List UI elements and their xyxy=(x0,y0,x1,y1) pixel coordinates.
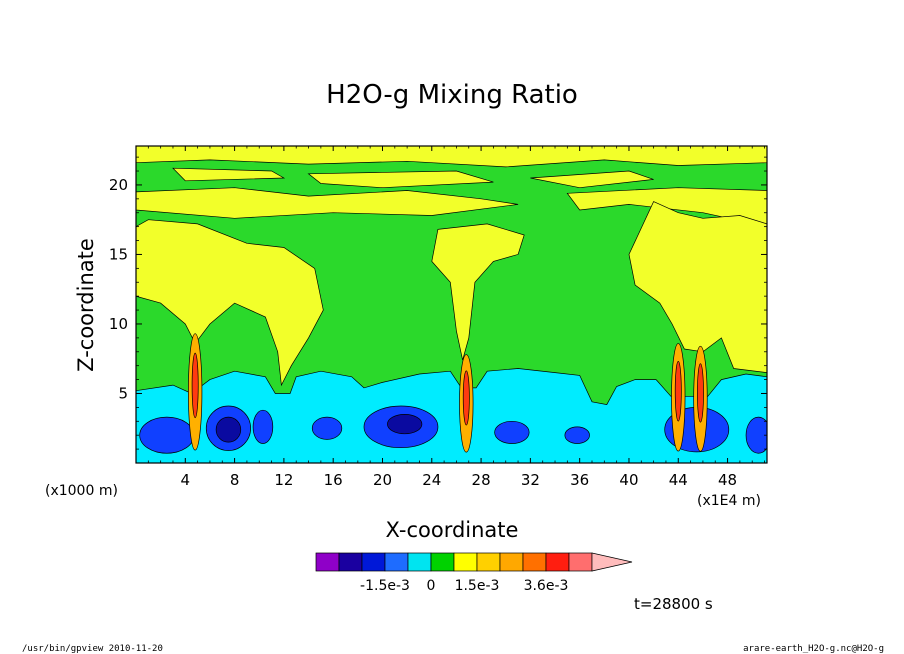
contour-boundary-layer xyxy=(136,368,767,463)
contour-band-top xyxy=(136,146,767,168)
x-tick-label-4: 4 xyxy=(181,471,191,489)
contour-tower-core-3 xyxy=(674,361,682,422)
x-tick-label-24: 24 xyxy=(422,471,441,489)
contour-plume-center xyxy=(431,223,525,361)
y-tick-label-15: 15 xyxy=(109,245,128,263)
contour-field xyxy=(136,146,767,463)
y-tick-label-5: 5 xyxy=(118,384,128,402)
footer-right: arare-earth_H2O-g.nc@H2O-g xyxy=(743,644,884,654)
x-tick-label-20: 20 xyxy=(373,471,392,489)
contour-pocket-6 xyxy=(494,420,530,444)
chart-title: H2O-g Mixing Ratio xyxy=(326,80,578,110)
x-tick-label-32: 32 xyxy=(521,471,540,489)
colorbar-swatch-3 xyxy=(361,552,386,572)
time-label: t=28800 s xyxy=(634,595,713,613)
contour-pocket-3 xyxy=(252,409,274,444)
colorbar-swatch-10 xyxy=(522,552,547,572)
x-tick-label-40: 40 xyxy=(619,471,638,489)
contour-band-upper-mid xyxy=(307,170,494,189)
colorbar-swatch-11 xyxy=(545,552,570,572)
colorbar-swatch-4 xyxy=(384,552,409,572)
x-tick-label-28: 28 xyxy=(472,471,491,489)
contour-plume-left xyxy=(136,219,324,387)
footer-left: /usr/bin/gpview 2010-11-20 xyxy=(22,644,163,654)
colorbar-label-3: 1.5e-3 xyxy=(455,578,500,594)
y-tick-label-10: 10 xyxy=(109,315,128,333)
contour-layer-mid-left xyxy=(136,187,519,219)
contour-pocket-4 xyxy=(311,416,343,440)
colorbar-swatch-7 xyxy=(453,552,478,572)
x-tick-label-48: 48 xyxy=(718,471,737,489)
contour-band-upper-left xyxy=(172,167,286,182)
colorbar-swatch-1 xyxy=(315,552,340,572)
colorbar-arrow xyxy=(591,552,633,572)
plot-frame xyxy=(135,145,768,464)
colorbar-label-4: 3.6e-3 xyxy=(524,578,569,594)
contour-core-2 xyxy=(215,416,242,443)
x-unit-left: (x1000 m) xyxy=(45,483,118,499)
x-tick-label-12: 12 xyxy=(274,471,293,489)
colorbar-labels: -1.5e-3 0 1.5e-3 3.6e-3 xyxy=(360,578,568,594)
colorbar-swatch-6 xyxy=(430,552,455,572)
colorbar-swatch-2 xyxy=(338,552,363,572)
y-tick-label-20: 20 xyxy=(109,176,128,194)
contour-pocket-9 xyxy=(745,416,767,454)
contour-pocket-1 xyxy=(139,416,195,454)
colorbar-swatch-9 xyxy=(499,552,524,572)
colorbar-label-2: 0 xyxy=(427,578,436,594)
x-tick-label-44: 44 xyxy=(669,471,688,489)
colorbar-swatch-8 xyxy=(476,552,501,572)
colorbar-swatch-5 xyxy=(407,552,432,572)
x-tick-label-8: 8 xyxy=(230,471,240,489)
contour-core-5 xyxy=(387,413,423,435)
y-axis-label: Z-coordinate xyxy=(74,238,98,372)
contour-tower-core-4 xyxy=(697,363,704,423)
x-tick-label-36: 36 xyxy=(570,471,589,489)
x-tick-label-16: 16 xyxy=(324,471,343,489)
contour-plume-right xyxy=(628,201,767,373)
contour-band-upper-right xyxy=(530,170,654,189)
colorbar-label-1: -1.5e-3 xyxy=(360,578,410,594)
contour-pocket-7 xyxy=(564,426,590,444)
x-axis-ticks: 4 8 12 16 20 24 28 32 36 40 44 48 xyxy=(147,146,765,489)
contour-tower-core-2 xyxy=(462,370,470,426)
x-axis-label: X-coordinate xyxy=(386,518,519,542)
y-axis-ticks: 5 10 15 20 xyxy=(109,156,767,450)
contour-tower-core-1 xyxy=(191,352,199,419)
colorbar xyxy=(315,552,633,572)
x-unit-right: (x1E4 m) xyxy=(697,493,761,509)
colorbar-swatch-12 xyxy=(568,552,593,572)
